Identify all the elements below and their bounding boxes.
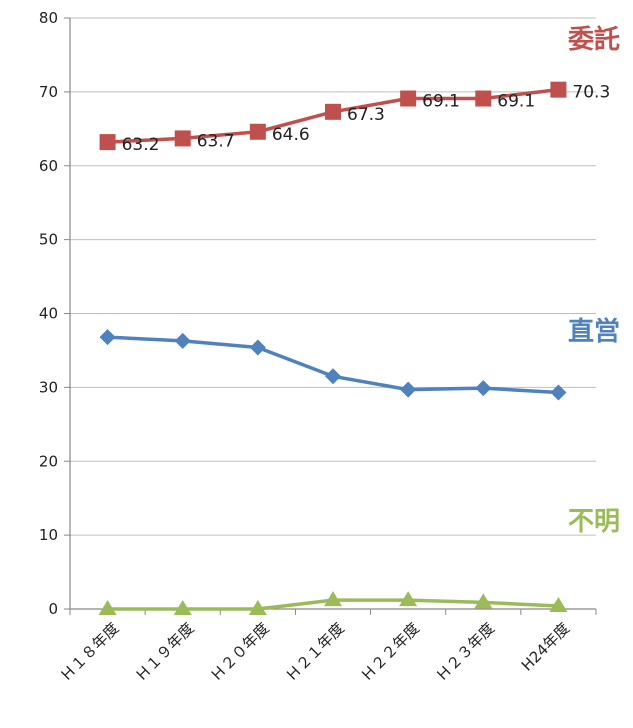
data-labels: 63.2 63.7 64.6 67.3 69.1 69.1 70.3 <box>122 83 611 155</box>
data-point-square <box>99 134 116 151</box>
data-point-triangle <box>324 591 342 607</box>
grid-lines <box>70 17 596 536</box>
series-name-label: 直営 <box>568 317 620 347</box>
y-tick-label: 10 <box>39 526 58 544</box>
data-label: 64.6 <box>272 125 310 145</box>
data-label: 67.3 <box>347 105 385 125</box>
x-tick-label: Ｈ１９年度 <box>132 619 198 685</box>
data-point-triangle <box>474 593 493 609</box>
data-point-square <box>174 130 191 147</box>
y-tick-label: 60 <box>39 157 58 175</box>
x-tick-label: Ｈ２２年度 <box>357 619 423 685</box>
data-point-square <box>475 90 492 107</box>
data-label: 63.7 <box>197 131 235 151</box>
data-label: 63.2 <box>122 135 160 155</box>
y-tick-label: 30 <box>39 378 58 396</box>
x-tick-label: Ｈ２３年度 <box>432 619 498 685</box>
data-point-square <box>249 123 266 140</box>
y-tick-label: 40 <box>39 305 58 323</box>
x-tick-label: Ｈ２０年度 <box>207 619 273 685</box>
data-point-diamond <box>325 368 341 385</box>
data-label: 69.1 <box>422 92 460 112</box>
data-point-diamond <box>174 332 191 349</box>
data-point-triangle <box>173 600 192 615</box>
x-tick-label: Ｈ１８年度 <box>57 619 123 685</box>
data-label: 69.1 <box>497 92 535 112</box>
data-point-square <box>550 81 567 98</box>
data-point-diamond <box>249 339 266 356</box>
data-point-triangle <box>248 600 267 615</box>
data-point-diamond <box>475 380 492 397</box>
data-point-diamond <box>400 381 417 398</box>
y-tick-label: 70 <box>39 83 58 101</box>
y-tick-label: 80 <box>39 9 58 27</box>
data-point-diamond <box>550 384 567 401</box>
data-point-triangle <box>399 591 418 607</box>
data-point-diamond <box>99 329 116 346</box>
x-tick-label: Ｈ２１年度 <box>282 619 348 685</box>
y-tick-labels: 0 10 20 30 40 50 60 70 80 <box>39 9 70 618</box>
x-tick-labels: Ｈ１８年度 Ｈ１９年度 Ｈ２０年度 Ｈ２１年度 Ｈ２２年度 Ｈ２３年度 H24年度 <box>57 609 597 685</box>
y-tick-label: 20 <box>39 452 58 470</box>
y-tick-label: 0 <box>48 600 58 618</box>
series-group <box>98 81 568 615</box>
data-point-square <box>325 103 341 120</box>
y-tick-label: 50 <box>39 231 58 249</box>
x-tick-label: H24年度 <box>518 619 573 674</box>
data-label: 70.3 <box>572 83 610 103</box>
series-name-label: 不明 <box>568 507 620 537</box>
series-name-label: 委託 <box>568 24 620 55</box>
data-point-triangle <box>549 597 568 613</box>
data-point-square <box>400 90 417 107</box>
data-point-triangle <box>98 600 117 615</box>
